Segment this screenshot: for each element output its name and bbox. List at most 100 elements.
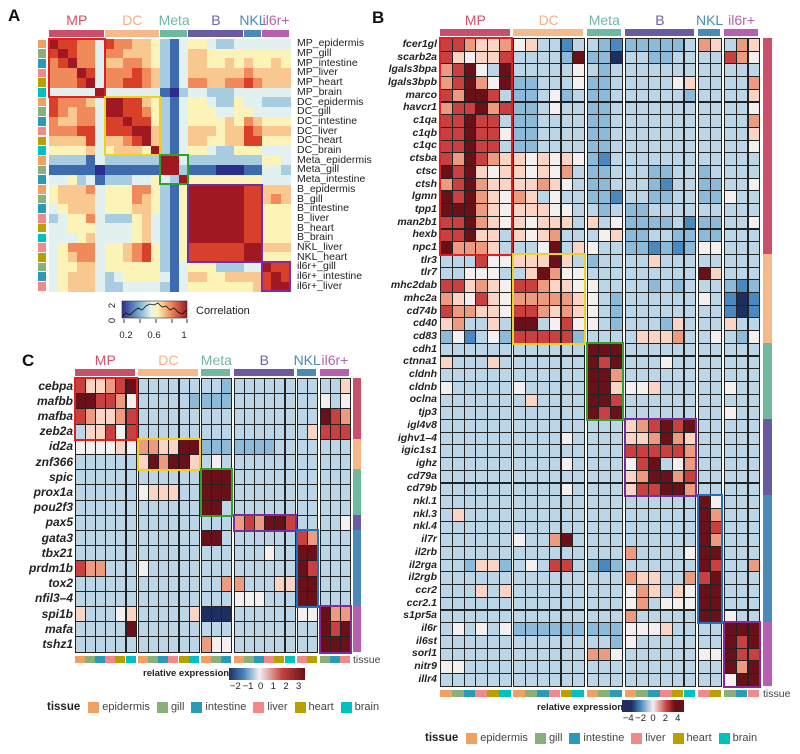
heatmap-cell xyxy=(49,223,59,234)
row-label: cd79a xyxy=(407,469,437,482)
heatmap-cell xyxy=(132,233,143,244)
heatmap-cell xyxy=(243,87,254,98)
heatmap-cell xyxy=(113,184,124,195)
heatmap-cell xyxy=(215,194,226,205)
heatmap-cell xyxy=(683,647,697,662)
heatmap-cell xyxy=(747,584,761,598)
heatmap-cell xyxy=(125,560,137,577)
heatmap-cell xyxy=(67,58,78,69)
heatmap-cell xyxy=(125,636,137,653)
heatmap-cell xyxy=(141,281,152,292)
heatmap-cell xyxy=(307,393,319,410)
column-tissue-marker xyxy=(499,689,511,697)
heatmap-cell xyxy=(683,228,697,243)
tissue-legend-label: intestine xyxy=(205,701,247,714)
tissue-legend-item: brain xyxy=(718,733,757,745)
heatmap-cell xyxy=(178,155,189,166)
heatmap-cell xyxy=(280,68,291,79)
heatmap-cell xyxy=(188,165,198,176)
row-label: il2rgb xyxy=(408,571,437,584)
row-label: MP_intestine xyxy=(297,56,358,69)
column-tissue-marker xyxy=(221,655,232,663)
heatmap-cell xyxy=(58,252,69,263)
column-tissue-marker xyxy=(188,655,199,663)
heatmap-cell xyxy=(610,88,623,103)
heatmap-cell xyxy=(188,393,200,410)
heatmap-cell xyxy=(206,145,217,156)
group-label: MP xyxy=(464,12,486,28)
heatmap-cell xyxy=(188,39,198,50)
heatmap-cell xyxy=(178,68,189,79)
heatmap-cell xyxy=(188,213,198,224)
heatmap-cell xyxy=(340,636,352,653)
heatmap-cell xyxy=(683,673,697,687)
heatmap-cell xyxy=(709,215,723,230)
heatmap-cell xyxy=(113,252,124,263)
heatmap-cell xyxy=(683,520,697,535)
heatmap-cell xyxy=(125,590,137,607)
heatmap-cell xyxy=(499,266,512,281)
tissue-legend-label: intestine xyxy=(583,732,625,745)
row-label: tpp1 xyxy=(414,202,437,215)
heatmap-cell xyxy=(271,184,282,195)
heatmap-cell xyxy=(499,571,512,586)
heatmap-cell xyxy=(141,68,152,79)
heatmap-cell xyxy=(262,281,272,292)
heatmap-cell xyxy=(683,431,697,446)
row-label: MP_brain xyxy=(297,85,342,98)
column-tissue-marker xyxy=(747,689,760,697)
heatmap-cell xyxy=(284,590,296,607)
heatmap-cell xyxy=(271,77,282,88)
heatmap-cell xyxy=(572,533,586,547)
heatmap-cell xyxy=(141,155,152,166)
heatmap-cell xyxy=(747,139,761,154)
heatmap-cell xyxy=(197,262,208,273)
heatmap-cell xyxy=(610,165,623,179)
heatmap-cell xyxy=(271,223,282,234)
heatmap-cell xyxy=(307,560,319,577)
heatmap-cell xyxy=(747,38,761,52)
heatmap-cell xyxy=(178,116,189,127)
heatmap-cell xyxy=(95,223,106,234)
column-tissue-marker xyxy=(168,655,179,663)
column-tissue-marker xyxy=(463,689,476,697)
row-label: il2rb xyxy=(414,545,437,558)
heatmap-cell xyxy=(125,454,137,471)
heatmap-cell xyxy=(747,596,761,611)
heatmap-cell xyxy=(747,342,761,357)
group-bar-Meta xyxy=(586,29,621,36)
heatmap-cell xyxy=(49,68,59,79)
heatmap-cell xyxy=(169,87,180,98)
heatmap-cell xyxy=(178,48,189,59)
heatmap-cell xyxy=(104,262,115,273)
heatmap-cell xyxy=(610,507,623,522)
column-tissue-marker xyxy=(659,689,672,697)
heatmap-cell xyxy=(113,48,124,59)
heatmap-cell xyxy=(58,213,69,224)
row-label: prdm1b xyxy=(28,561,73,575)
heatmap-cell xyxy=(132,281,143,292)
heatmap-cell xyxy=(340,590,352,607)
heatmap-cell xyxy=(572,50,586,65)
heatmap-cell xyxy=(178,213,189,224)
heatmap-cell xyxy=(206,39,217,50)
heatmap-cell xyxy=(709,355,723,370)
heatmap-cell xyxy=(499,469,512,484)
heatmap-cell xyxy=(252,155,263,166)
heatmap-cell xyxy=(747,558,761,573)
heatmap-cell xyxy=(610,342,623,357)
group-bar-DC xyxy=(104,30,160,37)
heatmap-cell xyxy=(262,174,272,185)
heatmap-cell xyxy=(225,126,235,137)
heatmap-cell xyxy=(610,406,623,420)
heatmap-cell xyxy=(178,174,189,185)
tissue-legend-label: gill xyxy=(548,732,563,745)
heatmap-cell xyxy=(307,499,319,516)
heatmap-cell xyxy=(572,190,586,205)
heatmap-cell xyxy=(104,68,115,79)
heatmap-cell xyxy=(499,330,512,344)
heatmap-cell xyxy=(572,165,586,179)
heatmap-cell xyxy=(113,136,124,147)
heatmap-cell xyxy=(206,77,217,88)
expression-tick: 0 xyxy=(258,681,264,692)
